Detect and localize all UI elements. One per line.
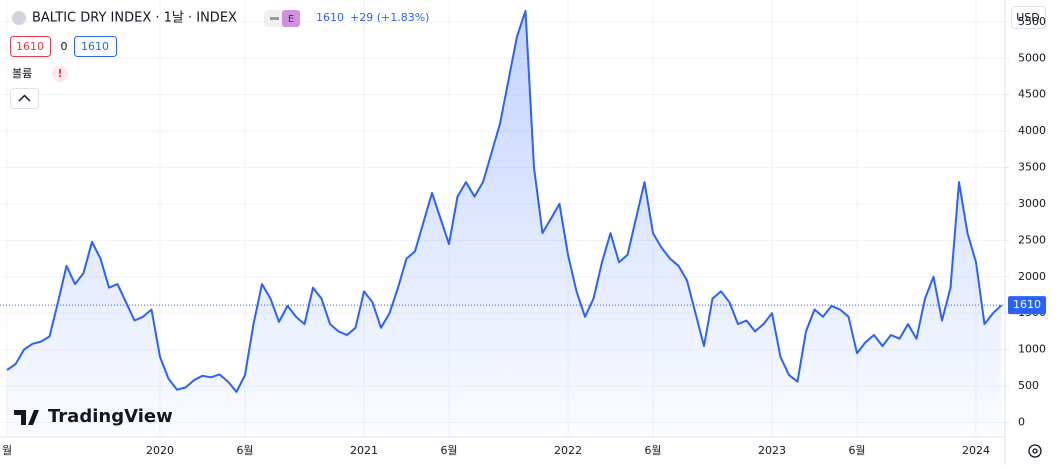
line (6, 9, 1003, 393)
last-value: 1610 (316, 11, 344, 24)
currency-button[interactable] (1011, 6, 1046, 29)
x-tick-label: 6월 (440, 444, 457, 457)
x-tick-label: 2020 (146, 444, 174, 457)
logo-icon (14, 410, 39, 425)
x-tick-label: 6월 (236, 444, 253, 457)
y-tick-label: 2500 (1018, 233, 1046, 246)
plot (6, 9, 1003, 438)
price-label-bg (1008, 296, 1046, 315)
logo: TradingView (48, 406, 173, 427)
y-tick-label: 0 (1018, 415, 1025, 428)
x-tick-label: 2023 (758, 444, 786, 457)
area (7, 10, 1002, 438)
volume[interactable]: 볼륨 (12, 67, 32, 80)
y-tick-label: 3000 (1018, 197, 1046, 210)
x-tick-label: 월 (2, 444, 12, 457)
symbol[interactable]: BALTIC DRY INDEX · 1날 · INDEX (32, 11, 237, 26)
price-label: 1610 (1013, 298, 1041, 311)
settings-icon[interactable] (1028, 444, 1042, 458)
y-tick-label: 2000 (1018, 270, 1046, 283)
y-tick-label: 5500 (1018, 15, 1046, 28)
x-tick-label: 6월 (644, 444, 661, 457)
input-box[interactable] (74, 36, 117, 57)
symbol-icon (12, 11, 26, 25)
y-tick-label: 3500 (1018, 161, 1046, 174)
change: +29 (+1.83%) (350, 11, 429, 24)
input: 1610 (81, 40, 109, 53)
badge-text: E (288, 14, 294, 25)
chevron (18, 94, 31, 102)
y-tick-label: 4000 (1018, 124, 1046, 137)
x-tick-label: 2022 (554, 444, 582, 457)
x-tick-label: 6월 (848, 444, 865, 457)
badge-e (282, 10, 300, 27)
y-tick-label: 5000 (1018, 51, 1046, 64)
settings-icon-center (1032, 448, 1038, 454)
warning[interactable]: ! (57, 67, 62, 80)
input-box[interactable] (10, 36, 51, 57)
y-tick-label: 500 (1018, 379, 1039, 392)
warning-bg (52, 66, 68, 82)
x-tick-label: 2021 (350, 444, 378, 457)
x-tick-label: 2024 (962, 444, 990, 457)
input: 1610 (16, 40, 44, 53)
collapse-button[interactable] (10, 88, 39, 109)
y-tick-label: 4500 (1018, 88, 1046, 101)
badge-dash (270, 17, 279, 20)
input: 0 (61, 40, 68, 53)
y-tick-label: 1000 (1018, 343, 1046, 356)
currency: USD (1016, 11, 1040, 24)
